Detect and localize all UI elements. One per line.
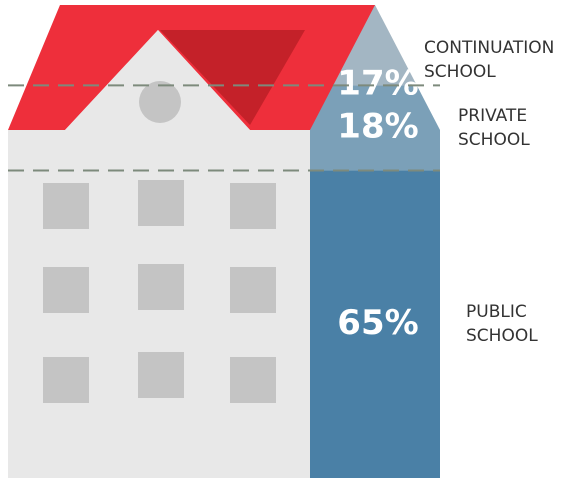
value-label: 17% [337,64,418,104]
windows [43,180,276,403]
value-label: 18% [337,106,418,146]
round-window [139,81,181,123]
legend-label: CONTINUATION SCHOOL [424,36,574,84]
value-label: 65% [337,303,418,343]
legend-label: PUBLIC SCHOOL [466,300,578,348]
legend-label: PRIVATE SCHOOL [458,104,578,152]
infographic: 65% 18%17% PUBLIC SCHOOL PRIVATE SCHOOL CON… [0,0,578,479]
